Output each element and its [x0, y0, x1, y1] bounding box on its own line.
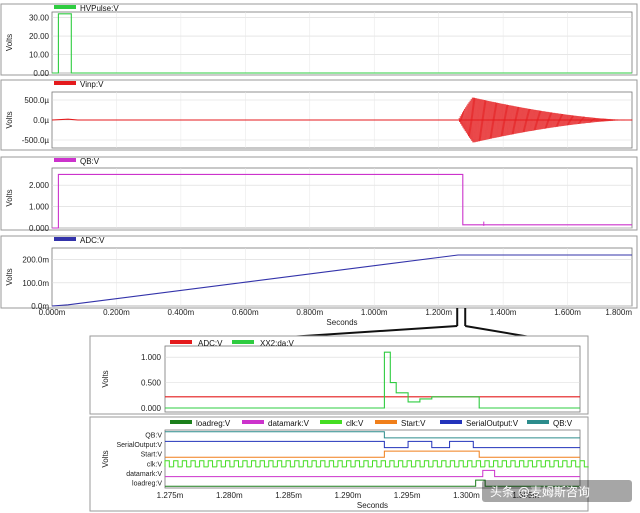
- plot-area: [164, 429, 581, 489]
- legend-label: SerialOutput:V: [466, 419, 519, 428]
- x-tick-label: 1.000m: [361, 308, 388, 317]
- x-axis-label: Seconds: [326, 318, 357, 327]
- legend-label: Vinp:V: [80, 80, 104, 89]
- y-tick-label: 2.000: [29, 181, 50, 190]
- legend-swatch: [170, 340, 192, 344]
- x-tick-label: 1.275m: [157, 491, 184, 500]
- legend-swatch: [440, 420, 462, 424]
- y-axis-label: Volts: [5, 268, 14, 285]
- signal-trace: [165, 440, 580, 449]
- legend-swatch: [320, 420, 342, 424]
- series-line: [165, 351, 580, 409]
- x-tick-label: 1.305m: [512, 491, 539, 500]
- plot-area: [51, 11, 633, 74]
- x-tick-label: 1.300m: [453, 491, 480, 500]
- x-tick-label: 0.200m: [103, 308, 130, 317]
- plot-area: [51, 167, 633, 229]
- legend-label: QB:V: [553, 419, 573, 428]
- signal-trace: [165, 479, 580, 487]
- x-tick-label: 1.290m: [335, 491, 362, 500]
- legend-label: QB:V: [80, 157, 100, 166]
- y-tick-label: 30.00: [29, 14, 50, 23]
- y-tick-label: 1.000: [141, 353, 162, 362]
- panel-3: ADC:V Volts 200.0m 100.0m 0.0m0.000m 0.200m 0.…: [0, 235, 638, 327]
- x-tick-label: 1.285m: [275, 491, 302, 500]
- y-tick-label: 1.000: [29, 203, 50, 212]
- y-axis-label: Volts: [101, 450, 110, 467]
- zoom-panel-analog: ADC:V XX2:da:V Volts 1.000 0.500 0.000: [89, 335, 589, 415]
- panel-1: Vinp:V Volts 500.0µ 0.0µ -500.0µ: [0, 79, 638, 151]
- legend-swatch: [54, 81, 76, 85]
- y-tick-label: 0.000: [29, 224, 50, 233]
- x-axis-label: Seconds: [357, 501, 388, 510]
- x-tick-label: 1.280m: [216, 491, 243, 500]
- y-tick-label: 0.00: [33, 69, 49, 78]
- signal-trace: [165, 450, 580, 458]
- signal-label: SerialOutput:V: [116, 442, 162, 449]
- series-line: [52, 173, 632, 229]
- legend-swatch: [54, 5, 76, 9]
- x-tick-label: 1.200m: [425, 308, 452, 317]
- y-tick-label: 500.0µ: [24, 96, 49, 105]
- legend-label: datamark:V: [268, 419, 310, 428]
- legend-swatch: [54, 158, 76, 162]
- signal-label: Start:V: [141, 452, 163, 459]
- legend-label: HVPulse:V: [80, 4, 119, 13]
- signal-label: clk:V: [147, 461, 163, 468]
- y-axis-label: Volts: [101, 370, 110, 387]
- x-tick-label: 0.600m: [232, 308, 259, 317]
- legend-label: clk:V: [346, 419, 364, 428]
- x-tick-label: 1.600m: [554, 308, 581, 317]
- legend-label: ADC:V: [198, 339, 223, 348]
- series-line: [51, 118, 632, 121]
- legend-swatch: [375, 420, 397, 424]
- x-tick-label: 1.400m: [490, 308, 517, 317]
- series-line: [51, 254, 632, 307]
- legend-swatch: [242, 420, 264, 424]
- plot-area: [164, 345, 581, 413]
- y-axis-label: Volts: [5, 34, 14, 51]
- legend-label: loadreg:V: [196, 419, 231, 428]
- legend-label: ADC:V: [80, 236, 105, 245]
- legend-swatch: [232, 340, 254, 344]
- plot-area: [51, 247, 633, 307]
- x-tick-label: 0.400m: [168, 308, 195, 317]
- y-tick-label: 100.0m: [22, 279, 49, 288]
- y-tick-label: 0.0m: [31, 302, 49, 311]
- y-tick-label: 10.00: [29, 51, 50, 60]
- legend-swatch: [54, 237, 76, 241]
- signal-label: loadreg:V: [132, 481, 162, 488]
- y-tick-label: 0.0µ: [33, 116, 49, 125]
- series-burst: [458, 97, 633, 143]
- x-tick-label: 1.295m: [394, 491, 421, 500]
- x-tick-label: 0.800m: [296, 308, 323, 317]
- signal-trace: [165, 469, 580, 478]
- legend-swatch: [527, 420, 549, 424]
- signal-label: QB:V: [145, 432, 162, 439]
- panel-2: QB:V Volts 2.000 1.000 0.000: [0, 156, 638, 233]
- legend-label: XX2:da:V: [260, 339, 294, 348]
- y-axis-label: Volts: [5, 189, 14, 206]
- legend-label: Start:V: [401, 419, 426, 428]
- y-tick-label: -500.0µ: [22, 136, 50, 145]
- y-tick-label: 200.0m: [22, 256, 49, 265]
- watermark-bg: [482, 480, 632, 502]
- y-tick-label: 0.000: [141, 404, 162, 413]
- legend-swatch: [170, 420, 192, 424]
- series-line: [52, 13, 632, 74]
- watermark: 头条 @麦姆斯咨询: [490, 484, 590, 499]
- x-tick-label: 0.000m: [39, 308, 66, 317]
- y-tick-label: 0.500: [141, 379, 162, 388]
- panel-0: HVPulse:V Volts 30.00 20.00 10.00 0.00: [0, 3, 638, 78]
- y-axis-label: Volts: [5, 111, 14, 128]
- signal-trace: [165, 431, 580, 439]
- y-tick-label: 20.00: [29, 32, 50, 41]
- signal-trace: [164, 460, 589, 468]
- x-tick-label: 1.800m: [605, 308, 632, 317]
- signal-label: datamark:V: [126, 471, 162, 478]
- zoom-panel-digital: loadreg:V datamark:V clk:V Start:V SerialOut…: [89, 416, 589, 512]
